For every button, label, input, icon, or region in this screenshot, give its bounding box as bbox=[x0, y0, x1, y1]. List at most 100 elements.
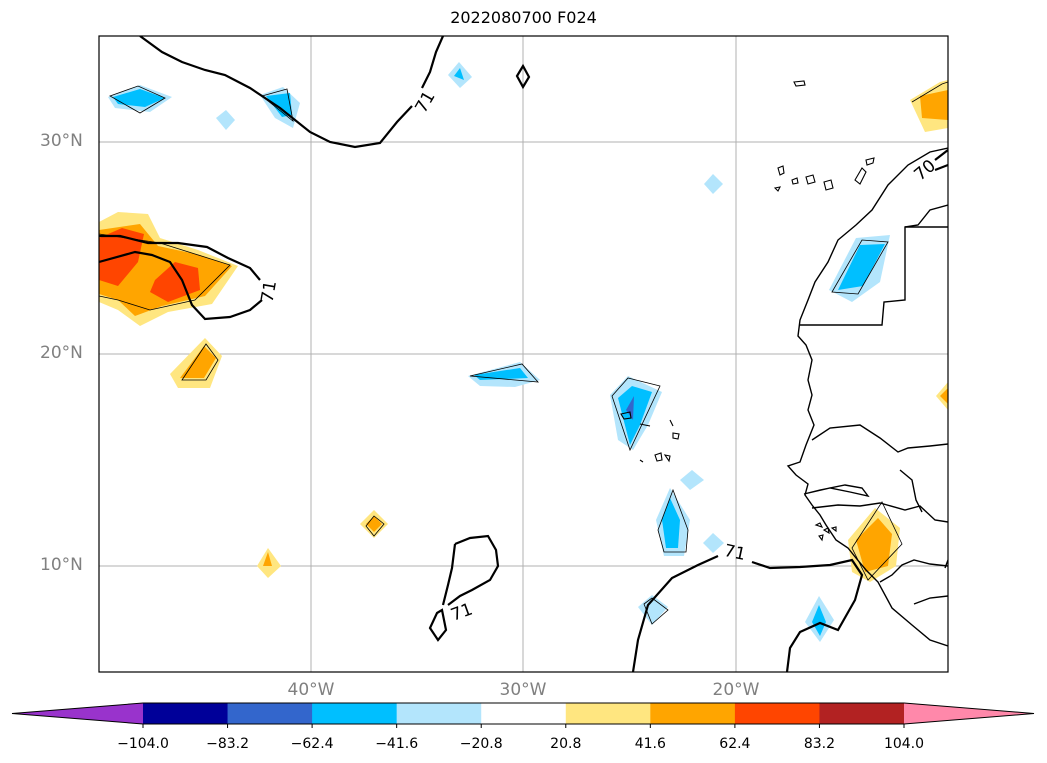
border-guinea-bissau bbox=[811, 502, 948, 523]
coastlines bbox=[786, 147, 948, 647]
fill-blob bbox=[703, 533, 724, 553]
negative-anomaly-fills bbox=[108, 62, 890, 642]
island-madeira bbox=[793, 80, 806, 87]
fill-blob bbox=[856, 518, 892, 572]
outline bbox=[109, 85, 166, 114]
outline bbox=[469, 363, 539, 383]
contour-label: 71 bbox=[412, 88, 440, 117]
colorbar-segment bbox=[396, 703, 482, 724]
fill-blob bbox=[263, 552, 272, 566]
contour-71 bbox=[139, 36, 413, 149]
fill-blob bbox=[704, 174, 723, 194]
island-cape-verde bbox=[639, 423, 651, 427]
border-mali bbox=[899, 469, 923, 513]
fill-blob bbox=[474, 368, 528, 380]
plot-frame bbox=[98, 35, 949, 673]
island-bijagos bbox=[830, 526, 837, 533]
island-cape-verde bbox=[672, 432, 680, 440]
colorbar-tick-label: 20.8 bbox=[550, 736, 582, 752]
colorbar-tick-label: 41.6 bbox=[634, 736, 666, 752]
contour-lines bbox=[99, 36, 948, 672]
island-cape-verde bbox=[639, 459, 644, 463]
contour-71 bbox=[99, 234, 261, 281]
fill-blob bbox=[618, 386, 652, 445]
map-title: 2022080700 F024 bbox=[450, 8, 597, 27]
fill-blob bbox=[940, 388, 948, 404]
colorbar-tick-label: −83.2 bbox=[206, 736, 249, 752]
gridlines bbox=[99, 36, 948, 672]
colorbar-extend-min bbox=[12, 703, 143, 724]
colorbar-segment bbox=[819, 703, 905, 724]
colorbar-extend-max bbox=[904, 703, 1034, 724]
fill-blob bbox=[680, 470, 704, 490]
lon-label-20w: 20°W bbox=[712, 680, 760, 700]
contour-labels: 71 71 71 71 70 bbox=[258, 88, 940, 626]
contour-71 bbox=[441, 543, 457, 606]
outline bbox=[611, 377, 661, 452]
colorbar-tick-label: 62.4 bbox=[719, 736, 751, 752]
border-sierra-leone bbox=[879, 559, 948, 583]
lon-label-40w: 40°W bbox=[287, 680, 335, 700]
fill-blob bbox=[99, 228, 144, 286]
fill-blob bbox=[113, 89, 165, 107]
fill-blob bbox=[216, 110, 235, 130]
contour-70 bbox=[934, 149, 948, 161]
colorbar-tick-label: 83.2 bbox=[803, 736, 836, 752]
contour-70 bbox=[934, 163, 948, 172]
fill-blob bbox=[662, 498, 680, 548]
contour-71 bbox=[99, 250, 263, 321]
colorbar-tick-label: −104.0 bbox=[117, 736, 169, 752]
island-canary bbox=[791, 177, 799, 185]
contour-71 bbox=[447, 534, 500, 606]
island-bijagos bbox=[818, 534, 824, 542]
contour-71 bbox=[515, 63, 531, 90]
outline bbox=[851, 501, 903, 581]
contour-71 bbox=[421, 36, 445, 89]
outline bbox=[643, 597, 669, 625]
west-africa-coast bbox=[786, 147, 948, 647]
fill-blob bbox=[626, 396, 634, 420]
outline bbox=[365, 515, 385, 537]
colorbar-tick-label: −20.8 bbox=[459, 736, 503, 752]
colorbar-tick-label: −62.4 bbox=[290, 736, 334, 752]
fill-blob bbox=[920, 90, 948, 120]
island-cape-verde bbox=[669, 419, 674, 427]
colorbar-segment bbox=[650, 703, 736, 724]
contour-label: 71 bbox=[258, 279, 281, 304]
island-canary bbox=[865, 157, 875, 166]
lon-label-30w: 30°W bbox=[499, 680, 547, 700]
island-canary bbox=[773, 186, 781, 192]
island-cape-verde bbox=[620, 411, 632, 420]
colorbar-tick-label: 104.0 bbox=[883, 736, 925, 752]
outline bbox=[657, 488, 689, 553]
islands bbox=[620, 80, 875, 542]
fill-blob bbox=[454, 68, 464, 80]
colorbar-segment bbox=[565, 703, 651, 724]
outline bbox=[831, 239, 889, 295]
lat-label-20n: 20°N bbox=[40, 343, 83, 363]
island-canary bbox=[805, 174, 816, 185]
colorbar-segment bbox=[227, 703, 313, 724]
contour-71 bbox=[428, 608, 448, 642]
map-area bbox=[99, 36, 948, 672]
island-canary bbox=[823, 179, 834, 191]
island-cape-verde bbox=[663, 454, 671, 463]
lat-label-30n: 30°N bbox=[40, 131, 83, 151]
lat-label-10n: 10°N bbox=[40, 555, 83, 575]
colorbar-tick-label: −41.6 bbox=[375, 736, 419, 752]
island-cape-verde bbox=[654, 452, 663, 462]
contour-label: 71 bbox=[448, 599, 475, 625]
gambia-border bbox=[803, 484, 870, 498]
fill-blob bbox=[812, 605, 826, 636]
outline bbox=[911, 81, 948, 103]
island-canary bbox=[777, 165, 785, 176]
contour-label: 71 bbox=[722, 541, 747, 565]
outline bbox=[261, 88, 294, 122]
colorbar-segment bbox=[481, 703, 567, 724]
island-bijagos bbox=[814, 522, 824, 528]
island-canary bbox=[854, 167, 867, 185]
fill-blob bbox=[838, 244, 885, 290]
border-western-sahara bbox=[800, 204, 948, 326]
border-liberia bbox=[913, 595, 948, 605]
